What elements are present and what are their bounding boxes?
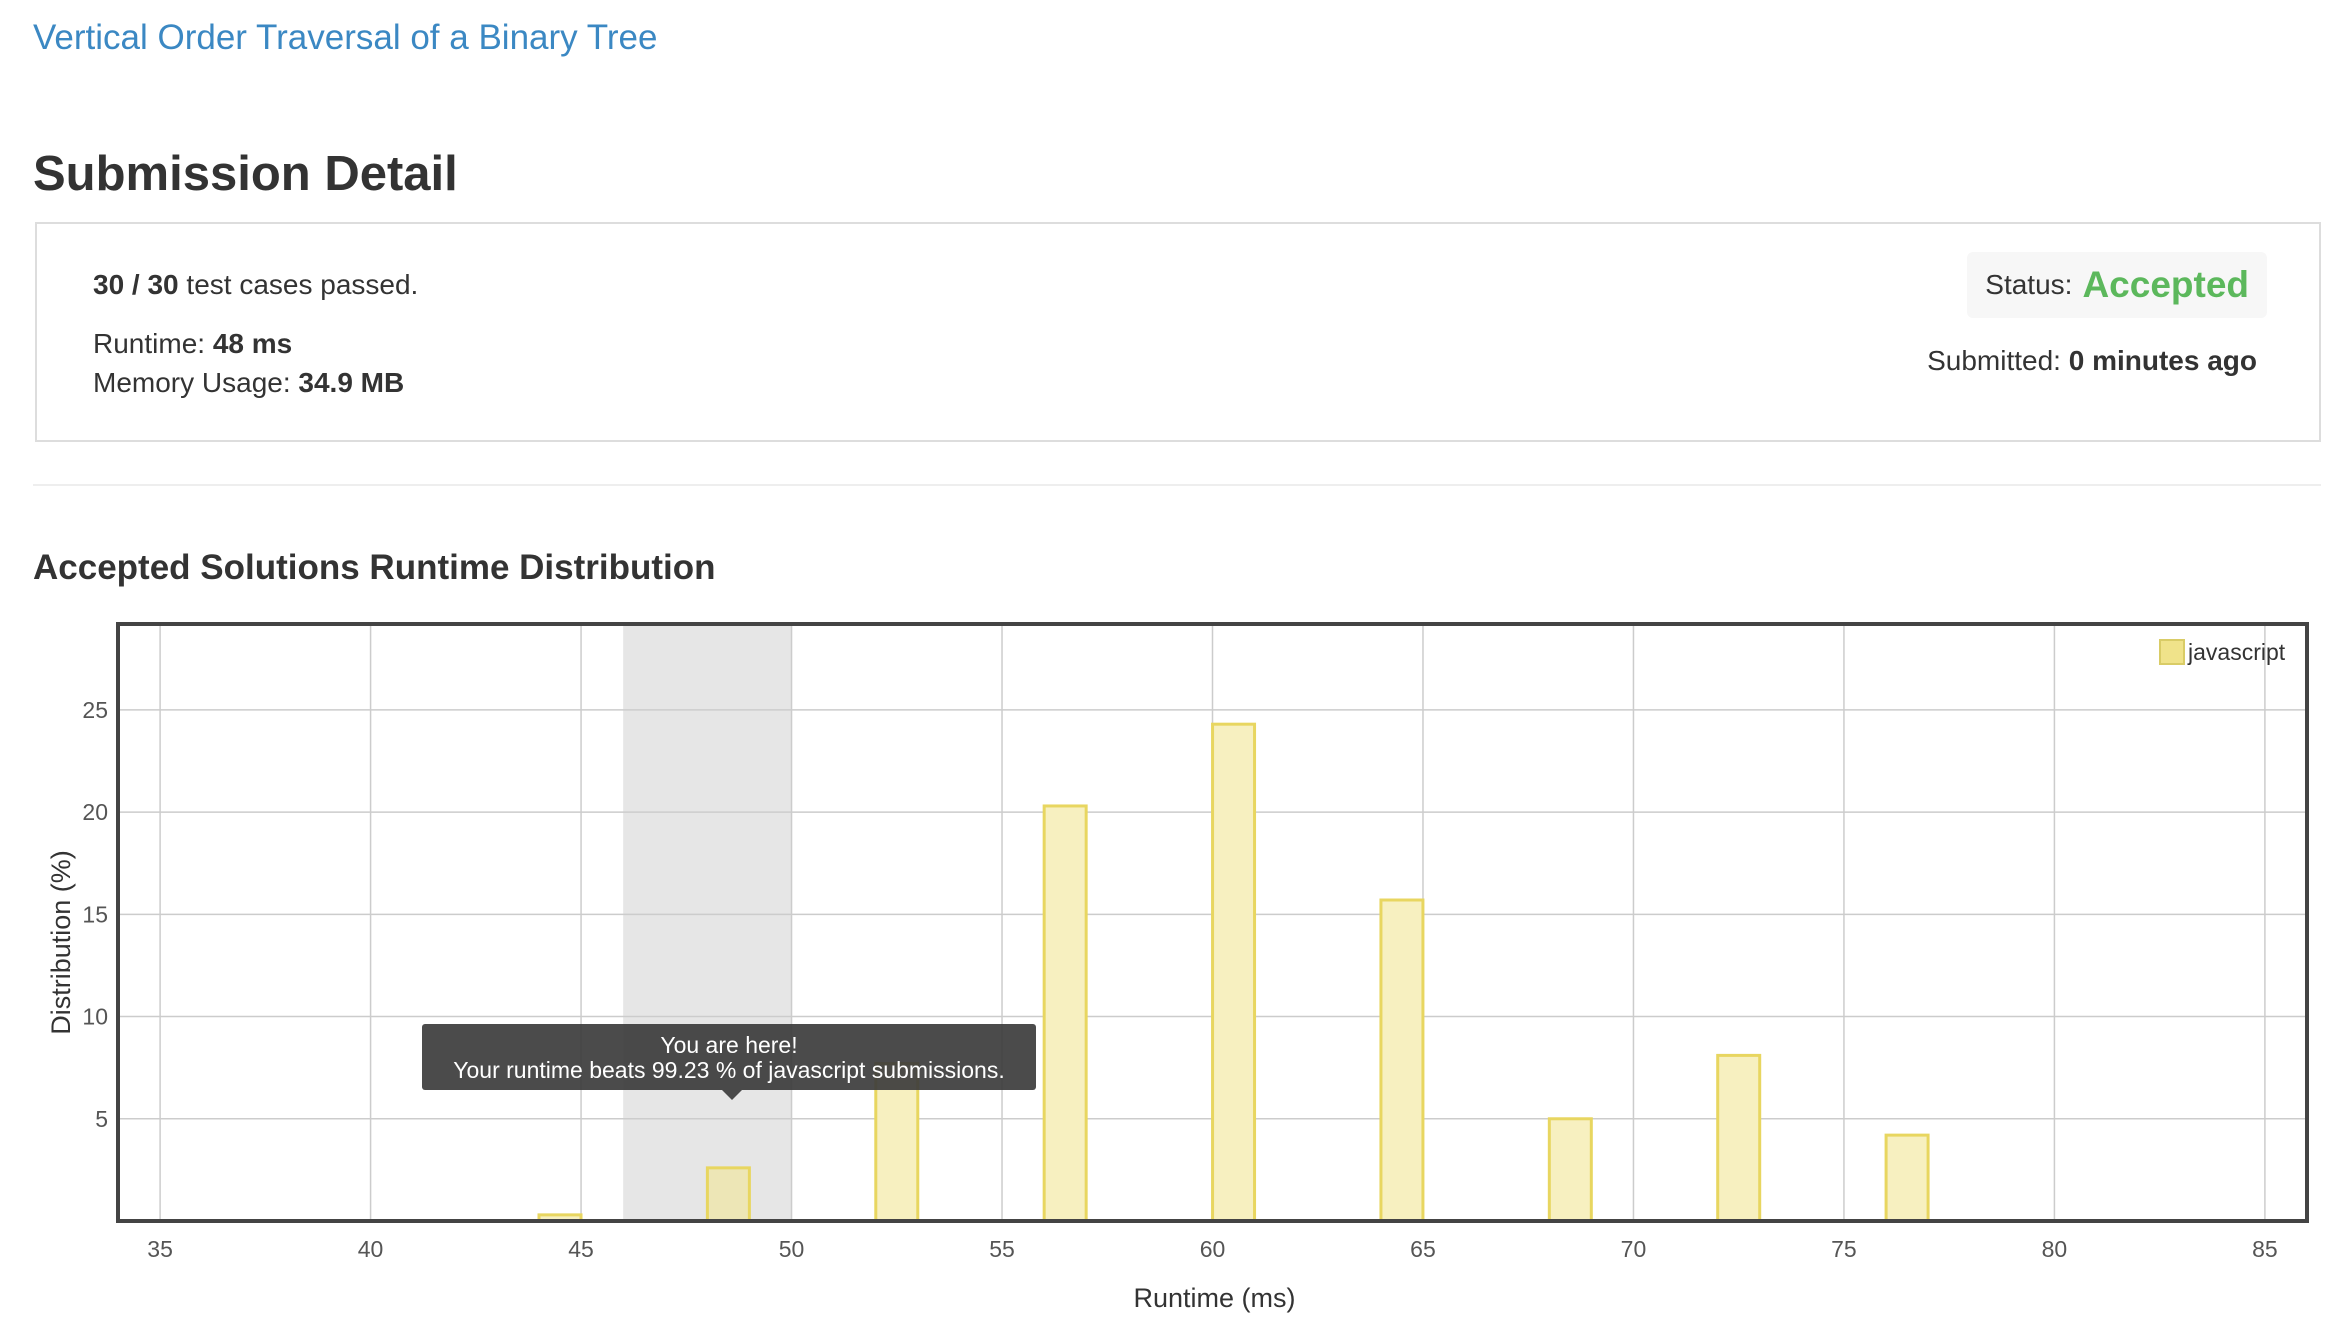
x-tick-label: 70 xyxy=(1621,1236,1647,1262)
bar-javascript xyxy=(1211,722,1257,1223)
status-value[interactable]: Accepted xyxy=(2082,264,2249,305)
y-tick-label: 25 xyxy=(82,697,108,723)
page-title: Submission Detail xyxy=(33,147,458,201)
chart-svg: 35 40 45 50 55 60 65 70 75 80 85 5 10 15 20 25 Runtime (… xyxy=(46,622,2309,1313)
runtime-distribution-chart: 35 40 45 50 55 60 65 70 75 80 85 5 10 15 20 25 Runtime (… xyxy=(0,600,2340,1318)
memory-row: Memory Usage: 34.9 MB xyxy=(93,367,404,399)
bar-javascript xyxy=(1884,1133,1930,1223)
bar-javascript xyxy=(1379,898,1425,1223)
runtime-value: 48 ms xyxy=(212,328,293,359)
bar-javascript xyxy=(705,1166,751,1223)
legend-swatch xyxy=(2159,639,2185,665)
problem-title-link[interactable]: Vertical Order Traversal of a Binary Tre… xyxy=(33,18,658,57)
tooltip-line-1: You are here! xyxy=(660,1032,798,1058)
x-tick-label: 80 xyxy=(2042,1236,2068,1262)
y-tick-label: 15 xyxy=(82,901,108,927)
legend-label: javascript xyxy=(2187,639,2286,665)
runtime-row: Runtime: 48 ms xyxy=(93,328,292,360)
x-tick-label: 65 xyxy=(1410,1236,1436,1262)
runtime-label: Runtime: xyxy=(93,328,213,359)
section-divider xyxy=(33,484,2321,486)
x-tick-label: 50 xyxy=(779,1236,805,1262)
x-tick-label: 75 xyxy=(1831,1236,1857,1262)
bar-javascript xyxy=(1547,1117,1593,1223)
you-are-here-tooltip: You are here! Your runtime beats 99.23 %… xyxy=(422,1024,1036,1100)
y-tick-label: 5 xyxy=(95,1106,108,1132)
test-cases-text: test cases passed. xyxy=(178,269,419,300)
y-axis-label: Distribution (%) xyxy=(46,850,76,1035)
status-label: Status: xyxy=(1985,269,2073,300)
x-tick-label: 85 xyxy=(2252,1236,2278,1262)
x-tick-label: 35 xyxy=(147,1236,173,1262)
submitted-value: 0 minutes ago xyxy=(2068,345,2257,376)
y-tick-label: 20 xyxy=(82,799,108,825)
plot-border xyxy=(116,622,2309,1223)
test-cases-count: 30 / 30 xyxy=(93,269,179,300)
x-tick-label: 55 xyxy=(989,1236,1015,1262)
x-axis-label: Runtime (ms) xyxy=(1133,1283,1295,1313)
submission-detail-panel: 30 / 30 test cases passed. Runtime: 48 m… xyxy=(35,222,2321,442)
x-tick-label: 40 xyxy=(358,1236,384,1262)
test-cases-summary: 30 / 30 test cases passed. xyxy=(93,269,418,301)
memory-value: 34.9 MB xyxy=(298,367,405,398)
x-tick-label: 45 xyxy=(568,1236,594,1262)
bar-javascript xyxy=(1042,804,1088,1223)
distribution-title: Accepted Solutions Runtime Distribution xyxy=(33,548,716,587)
submitted-label: Submitted: xyxy=(1927,345,2069,376)
bar-javascript xyxy=(1716,1053,1762,1223)
x-tick-label: 60 xyxy=(1200,1236,1226,1262)
status-badge: Status: Accepted xyxy=(1967,252,2267,318)
tooltip-line-2: Your runtime beats 99.23 % of javascript… xyxy=(453,1057,1005,1083)
y-tick-label: 10 xyxy=(82,1004,108,1030)
submitted-row: Submitted: 0 minutes ago xyxy=(1927,345,2257,377)
memory-label: Memory Usage: xyxy=(93,367,299,398)
highlight-band xyxy=(623,624,792,1221)
